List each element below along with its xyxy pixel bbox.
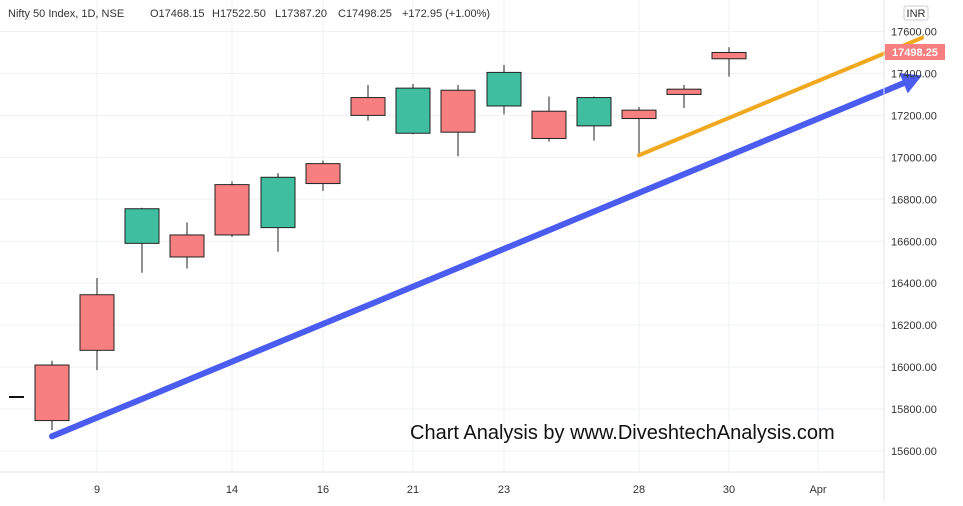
symbol-info: Nifty 50 Index, 1D, NSE: [8, 8, 124, 20]
time-axis[interactable]: 9 14 16 21 23 28 30 Apr: [94, 484, 827, 496]
candle-30: [711, 47, 747, 77]
candle-body: [666, 88, 702, 95]
currency-badge[interactable]: [903, 5, 929, 21]
trendline-stroke: [49, 80, 907, 440]
candle-body: [531, 110, 567, 139]
candle-body: [486, 71, 522, 107]
y-tick-label: 16800.00: [891, 194, 937, 206]
candle-16: [305, 160, 341, 191]
y-tick-label: 16400.00: [891, 278, 937, 290]
candle-body: [305, 163, 341, 185]
candle-23: [486, 65, 522, 115]
trendline-1[interactable]: [637, 35, 924, 158]
candle-8: [34, 360, 70, 431]
x-tick-label: 28: [633, 484, 645, 496]
currency-label: INR: [907, 8, 926, 20]
y-tick-label: 15600.00: [891, 446, 937, 458]
candle-15: [260, 173, 296, 252]
y-tick-label: 17200.00: [891, 110, 937, 122]
trendline-stroke: [637, 35, 924, 158]
y-tick-label: 15800.00: [891, 404, 937, 416]
candle-body: [260, 176, 296, 229]
x-tick-label: Apr: [809, 484, 826, 496]
y-tick-label: 17400.00: [891, 68, 937, 80]
candle-body: [440, 89, 476, 133]
candle-body: [576, 97, 612, 127]
x-tick-label: 23: [498, 484, 510, 496]
candle-21: [395, 83, 431, 135]
x-tick-label: 9: [94, 484, 100, 496]
y-tick-label: 17000.00: [891, 152, 937, 164]
x-tick-label: 21: [407, 484, 419, 496]
candle-9: [79, 277, 115, 371]
ohlc-high: H17522.50: [212, 8, 266, 20]
y-tick-label: 16000.00: [891, 362, 937, 374]
candle-29: [666, 84, 702, 109]
candle-body: [621, 109, 657, 120]
ohlc-open: O17468.15: [150, 8, 204, 20]
price-axis[interactable]: 15600.00 15800.00 16000.00 16200.00 16400.00…: [891, 27, 937, 459]
trendline-0[interactable]: [49, 73, 922, 440]
last-price-label: 17498.25: [892, 47, 938, 59]
candle-body: [214, 184, 250, 236]
candle-layer: [34, 47, 747, 431]
candle-24: [531, 96, 567, 142]
x-tick-label: 16: [317, 484, 329, 496]
y-tick-label: 17600.00: [891, 27, 937, 39]
candle-28: [621, 107, 657, 157]
y-tick-label: 16600.00: [891, 236, 937, 248]
last-price-badge: [885, 44, 945, 60]
watermark-text: Chart Analysis by www.DiveshtechAnalysis…: [410, 422, 835, 444]
candle-11: [169, 222, 205, 269]
candle-body: [34, 364, 70, 422]
candle-body: [395, 87, 431, 134]
candle-17: [350, 84, 386, 121]
candle-body: [169, 234, 205, 258]
candle-14: [214, 181, 250, 238]
candle-body: [124, 208, 160, 244]
candle-body: [350, 97, 386, 116]
candle-22: [440, 84, 476, 157]
candle-25: [576, 96, 612, 141]
candle-body: [711, 51, 747, 60]
candle-10: [124, 207, 160, 273]
candle-body: [79, 294, 115, 351]
trendline-arrowhead: [899, 73, 922, 94]
y-tick-label: 16200.00: [891, 320, 937, 332]
trendline-layer: [49, 35, 924, 440]
ohlc-change: +172.95 (+1.00%): [402, 8, 490, 20]
ohlc-close: C17498.25: [338, 8, 392, 20]
x-tick-label: 14: [226, 484, 238, 496]
ohlc-low: L17387.20: [275, 8, 327, 20]
x-tick-label: 30: [723, 484, 735, 496]
